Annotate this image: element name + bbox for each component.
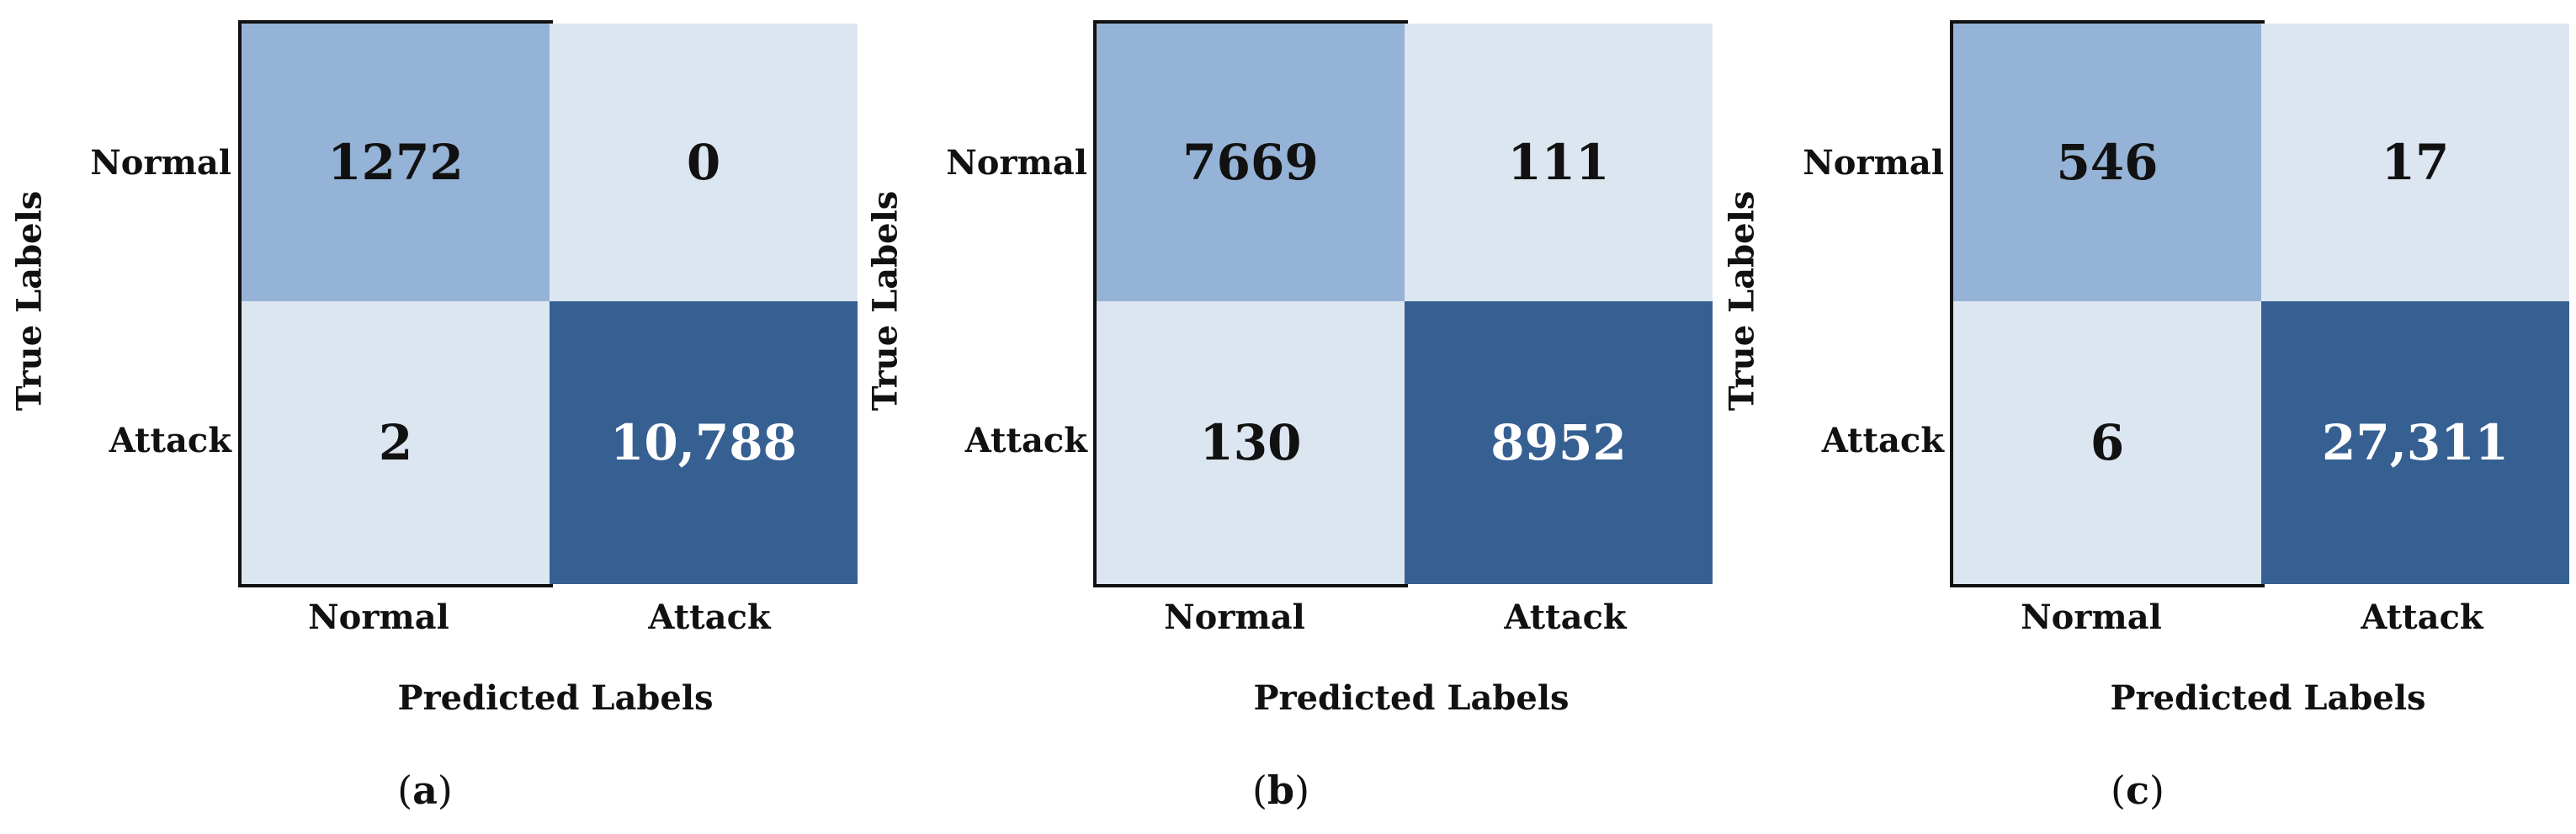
x-axis-label: Predicted Labels [2110,678,2426,718]
caption-letter: a [412,768,438,813]
caption-letter: c [2125,768,2149,813]
cell-normal-normal: 546 [1953,24,2261,301]
col-label-attack: Attack [1504,598,1627,637]
x-axis-label: Predicted Labels [397,678,714,718]
row-label-attack: Attack [964,421,1087,460]
caption-letter: b [1267,768,1295,813]
row-label-normal: Normal [946,143,1087,183]
cell-attack-normal: 6 [1953,301,2261,584]
cell-attack-attack: 10,788 [550,301,858,584]
matrix-grid: 546 17 6 27,311 [1950,20,2569,587]
x-axis-label: Predicted Labels [1253,678,1570,718]
cell-normal-normal: 7669 [1097,24,1405,301]
confusion-matrix-panel-c: True Labels Normal Attack 546 17 6 27,31… [1713,0,2571,834]
confusion-matrix-panel-a: True Labels Normal Attack 1272 0 2 10,78… [0,0,858,834]
cell-attack-attack: 8952 [1405,301,1713,584]
cell-normal-attack: 17 [2261,24,2569,301]
matrix-grid: 7669 111 130 8952 [1093,20,1713,587]
cell-normal-attack: 111 [1405,24,1713,301]
y-axis-label: True Labels [1722,190,1762,412]
cell-normal-normal: 1272 [242,24,550,301]
col-label-normal: Normal [308,598,449,637]
matrix-grid: 1272 0 2 10,788 [238,20,858,587]
panel-caption: (b) [1251,768,1310,813]
y-axis-label: True Labels [9,190,50,412]
panel-caption: (c) [2111,768,2164,813]
confusion-matrix-panel-b: True Labels Normal Attack 7669 111 130 8… [856,0,1714,834]
col-label-normal: Normal [1164,598,1305,637]
cell-attack-normal: 130 [1097,301,1405,584]
col-label-attack: Attack [648,598,771,637]
col-label-attack: Attack [2361,598,2483,637]
cell-attack-normal: 2 [242,301,550,584]
row-label-attack: Attack [1821,421,1944,460]
cell-normal-attack: 0 [550,24,858,301]
row-label-attack: Attack [109,421,231,460]
row-label-normal: Normal [90,143,231,183]
y-axis-label: True Labels [865,190,906,412]
cell-attack-attack: 27,311 [2261,301,2569,584]
panel-caption: (a) [397,768,453,813]
col-label-normal: Normal [2021,598,2162,637]
row-label-normal: Normal [1803,143,1944,183]
